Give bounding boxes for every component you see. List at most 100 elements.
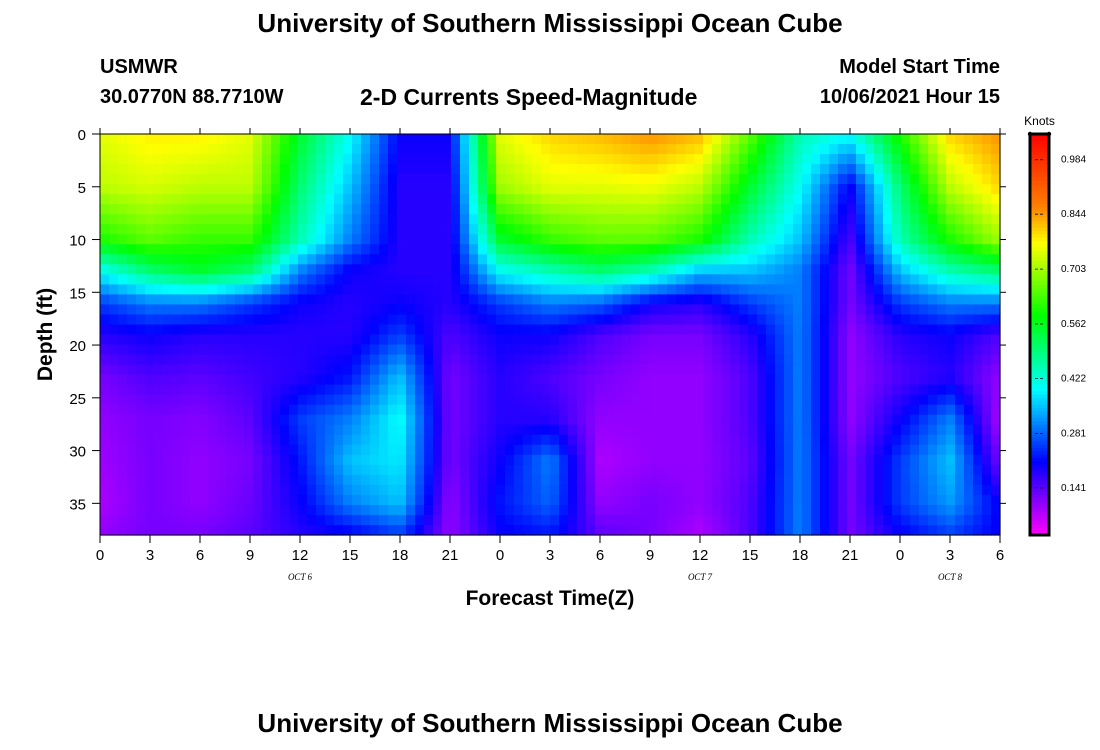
heatmap-cell: [496, 494, 506, 506]
heatmap-cell: [739, 514, 749, 526]
heatmap-cell: [415, 294, 425, 306]
heatmap-cell: [541, 244, 551, 255]
heatmap-cell: [424, 504, 434, 516]
heatmap-cell: [244, 444, 254, 456]
heatmap-cell: [226, 414, 236, 426]
heatmap-cell: [712, 354, 722, 366]
colorbar-segment: [1030, 250, 1049, 255]
heatmap-cell: [586, 294, 596, 306]
heatmap-cell: [379, 344, 389, 356]
heatmap-cell: [847, 414, 857, 426]
heatmap-cell: [937, 274, 947, 285]
heatmap-cell: [478, 214, 488, 225]
heatmap-cell: [577, 424, 587, 436]
heatmap-cell: [451, 464, 461, 476]
heatmap-cell: [145, 364, 155, 376]
heatmap-cell: [514, 204, 524, 215]
heatmap-cell: [874, 234, 884, 245]
heatmap-cell: [280, 444, 290, 456]
heatmap-cell: [784, 224, 794, 235]
heatmap-cell: [667, 414, 677, 426]
heatmap-cell: [757, 244, 767, 255]
heatmap-cell: [478, 424, 488, 436]
heatmap-cell: [316, 424, 326, 436]
heatmap-cell: [199, 154, 209, 165]
heatmap-cell: [352, 494, 362, 506]
heatmap-cell: [190, 334, 200, 346]
heatmap-cell: [352, 134, 362, 145]
heatmap-cell: [505, 304, 515, 316]
heatmap-cell: [181, 194, 191, 205]
heatmap-cell: [874, 264, 884, 275]
heatmap-cell: [253, 294, 263, 306]
heatmap-cell: [190, 314, 200, 326]
heatmap-cell: [469, 134, 479, 145]
heatmap-cell: [829, 334, 839, 346]
heatmap-cell: [820, 304, 830, 316]
heatmap-cell: [721, 274, 731, 285]
colorbar-segment: [1030, 177, 1049, 182]
heatmap-cell: [658, 404, 668, 416]
heatmap-cell: [541, 144, 551, 155]
heatmap-cell: [325, 434, 335, 446]
heatmap-cell: [217, 144, 227, 155]
heatmap-cell: [199, 484, 209, 496]
heatmap-cell: [901, 524, 911, 536]
heatmap-cell: [631, 524, 641, 536]
heatmap-cell: [352, 154, 362, 165]
heatmap-cell: [829, 304, 839, 316]
heatmap-cell: [127, 314, 137, 326]
heatmap-cell: [334, 234, 344, 245]
heatmap-cell: [271, 234, 281, 245]
heatmap-cell: [937, 424, 947, 436]
heatmap-cell: [487, 444, 497, 456]
heatmap-cell: [919, 494, 929, 506]
heatmap-cell: [298, 464, 308, 476]
heatmap-cell: [325, 214, 335, 225]
heatmap-cell: [676, 444, 686, 456]
heatmap-cell: [217, 214, 227, 225]
heatmap-cell: [415, 384, 425, 396]
heatmap-cell: [568, 264, 578, 275]
heatmap-cell: [973, 484, 983, 496]
heatmap-cell: [388, 194, 398, 205]
heatmap-cell: [451, 474, 461, 486]
heatmap-cell: [181, 334, 191, 346]
heatmap-cell: [217, 384, 227, 396]
heatmap-cell: [235, 484, 245, 496]
heatmap-cell: [199, 374, 209, 386]
heatmap-cell: [811, 464, 821, 476]
x-tick-label: 3: [146, 547, 154, 564]
heatmap-cell: [163, 314, 173, 326]
heatmap-cell: [109, 134, 119, 145]
heatmap-cell: [613, 194, 623, 205]
heatmap-cell: [307, 504, 317, 516]
heatmap-cell: [118, 374, 128, 386]
heatmap-cell: [478, 404, 488, 416]
heatmap-cell: [523, 164, 533, 175]
heatmap-cell: [280, 474, 290, 486]
heatmap-cell: [298, 354, 308, 366]
heatmap-cell: [145, 524, 155, 536]
heatmap-cell: [361, 144, 371, 155]
heatmap-cell: [505, 274, 515, 285]
heatmap-cell: [910, 164, 920, 175]
heatmap-cell: [361, 274, 371, 285]
heatmap-cell: [163, 224, 173, 235]
heatmap-cell: [991, 134, 1001, 145]
heatmap-cell: [712, 214, 722, 225]
heatmap-cell: [397, 454, 407, 466]
heatmap-cell: [163, 164, 173, 175]
heatmap-cell: [568, 274, 578, 285]
heatmap-cell: [856, 474, 866, 486]
heatmap-cell: [973, 494, 983, 506]
heatmap-cell: [181, 494, 191, 506]
heatmap-cell: [919, 224, 929, 235]
heatmap-cell: [856, 214, 866, 225]
heatmap-cell: [442, 494, 452, 506]
heatmap-cell: [559, 304, 569, 316]
heatmap-cell: [487, 404, 497, 416]
heatmap-cell: [730, 384, 740, 396]
heatmap-cell: [370, 484, 380, 496]
heatmap-cell: [919, 244, 929, 255]
